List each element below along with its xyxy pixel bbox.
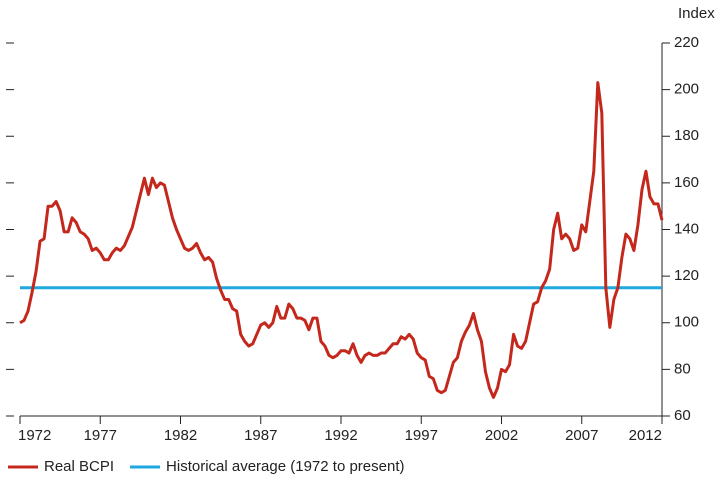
x-tick-label: 2002 bbox=[485, 427, 518, 444]
legend-label: Historical average (1972 to present) bbox=[166, 458, 404, 475]
x-tick-label: 1992 bbox=[324, 427, 357, 444]
y-tick-label: 220 bbox=[674, 34, 699, 51]
y-tick-label: 140 bbox=[674, 220, 699, 237]
y-tick-label: 200 bbox=[674, 81, 699, 98]
y-tick-label: 120 bbox=[674, 267, 699, 284]
x-tick-label: 1982 bbox=[164, 427, 197, 444]
series-line bbox=[19, 81, 664, 399]
x-tick-label: 2007 bbox=[565, 427, 598, 444]
x-tick-label: 1997 bbox=[405, 427, 438, 444]
y-tick-label: 60 bbox=[674, 407, 691, 424]
legend-label: Real BCPI bbox=[44, 458, 114, 475]
y-tick-label: 80 bbox=[674, 360, 691, 377]
y-tick-label: 100 bbox=[674, 314, 699, 331]
y-axis-label: Index bbox=[678, 5, 715, 22]
y-tick-label: 180 bbox=[674, 127, 699, 144]
x-tick-label: 2012 bbox=[629, 427, 662, 444]
y-tick-label: 160 bbox=[674, 174, 699, 191]
x-tick-label: 1972 bbox=[18, 427, 51, 444]
x-tick-label: 1987 bbox=[244, 427, 277, 444]
x-tick-label: 1977 bbox=[84, 427, 117, 444]
